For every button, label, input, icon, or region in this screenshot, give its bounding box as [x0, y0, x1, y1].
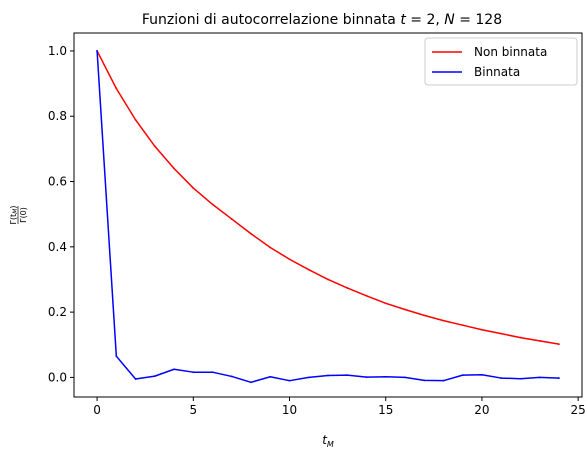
- y-tick-label: 0.6: [48, 175, 67, 189]
- data-point-non-binnata: [461, 324, 464, 327]
- data-point-non-binnata: [346, 287, 349, 289]
- data-point-binnata: [288, 379, 291, 382]
- data-point-binnata: [211, 371, 214, 374]
- data-point-non-binnata: [519, 336, 522, 339]
- data-point-binnata: [423, 379, 426, 382]
- data-point-binnata: [461, 374, 464, 377]
- data-point-binnata: [96, 50, 98, 52]
- y-axis-label-numerator: Γ(tM): [9, 205, 19, 224]
- data-point-binnata: [519, 377, 522, 380]
- data-point-binnata: [558, 377, 560, 379]
- data-point-non-binnata: [558, 343, 560, 346]
- data-point-non-binnata: [173, 167, 175, 170]
- data-point-binnata: [346, 374, 349, 377]
- y-axis-ticks: 0.0 0.2 0.4 0.6 0.8 1.0: [48, 44, 74, 384]
- data-point-non-binnata: [384, 302, 387, 305]
- x-axis-label: tM: [322, 433, 334, 449]
- y-axis-label: Γ(tM) Γ(0): [9, 205, 28, 224]
- x-axis-ticks: 0 5 10 15 20 25: [93, 397, 586, 417]
- data-point-binnata: [153, 375, 156, 378]
- data-point-non-binnata: [307, 268, 310, 271]
- data-point-non-binnata: [327, 278, 329, 281]
- plot-layer: [96, 50, 560, 384]
- legend: Non binnata Binnata: [424, 37, 578, 86]
- data-point-non-binnata: [423, 314, 426, 317]
- data-point-non-binnata: [538, 339, 541, 342]
- x-tick-label: 0: [93, 403, 101, 417]
- data-point-binnata: [404, 376, 406, 379]
- data-point-binnata: [173, 368, 175, 371]
- y-tick-label: 0.2: [48, 305, 67, 319]
- data-point-binnata: [115, 355, 118, 358]
- data-point-non-binnata: [250, 232, 252, 235]
- y-tick-label: 0.4: [48, 240, 67, 254]
- x-tick-label: 15: [378, 403, 393, 417]
- legend-label-binnata: Binnata: [474, 65, 520, 79]
- x-tick-label: 20: [474, 403, 489, 417]
- data-point-non-binnata: [134, 118, 137, 121]
- data-point-binnata: [481, 373, 483, 376]
- data-point-binnata: [230, 375, 233, 378]
- data-point-binnata: [134, 378, 137, 380]
- data-point-non-binnata: [500, 332, 503, 335]
- axes-frame: [73, 32, 583, 398]
- data-point-binnata: [442, 379, 445, 382]
- x-tick-label: 5: [189, 403, 197, 417]
- data-point-non-binnata: [153, 145, 156, 148]
- chart-title: Funzioni di autocorrelazione binnata t =…: [142, 12, 502, 28]
- data-point-non-binnata: [211, 203, 214, 206]
- data-point-non-binnata: [230, 218, 233, 220]
- data-point-binnata: [365, 376, 368, 378]
- y-tick-label: 0.8: [48, 109, 67, 123]
- data-point-non-binnata: [269, 246, 272, 249]
- data-point-binnata: [384, 375, 387, 378]
- x-tick-label: 25: [571, 403, 586, 417]
- data-point-binnata: [192, 371, 195, 374]
- data-point-binnata: [500, 377, 503, 379]
- data-point-binnata: [269, 375, 272, 378]
- x-tick-label: 10: [282, 403, 297, 417]
- y-axis-label-denominator: Γ(0): [19, 207, 28, 223]
- data-point-non-binnata: [115, 87, 118, 90]
- data-point-binnata: [307, 376, 310, 379]
- data-point-binnata: [250, 381, 252, 384]
- data-point-non-binnata: [192, 187, 195, 189]
- data-point-binnata: [538, 376, 541, 379]
- data-point-binnata: [327, 374, 329, 377]
- data-point-non-binnata: [288, 258, 291, 261]
- legend-label-non-binnata: Non binnata: [474, 45, 547, 59]
- data-point-non-binnata: [365, 294, 368, 297]
- legend-box: [424, 37, 578, 86]
- y-tick-label: 1.0: [48, 44, 67, 58]
- data-point-non-binnata: [404, 308, 406, 311]
- data-point-non-binnata: [442, 319, 445, 322]
- data-point-non-binnata: [481, 328, 483, 331]
- y-tick-label: 0.0: [48, 370, 67, 384]
